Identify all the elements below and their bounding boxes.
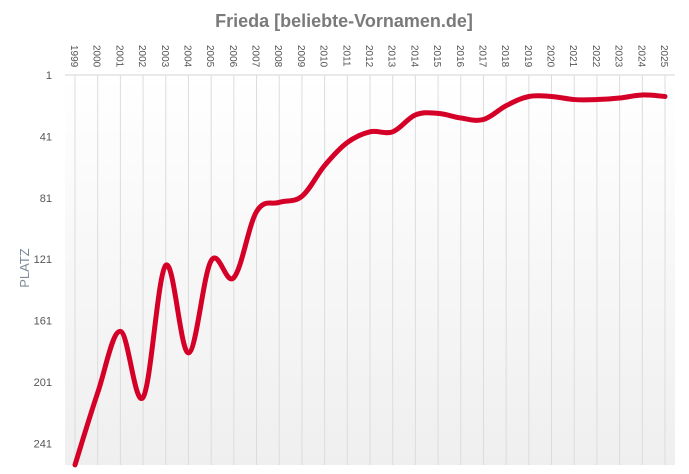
x-tick-label: 2006: [227, 45, 238, 68]
y-axis-label: PLATZ: [17, 248, 32, 288]
x-tick-label: 2003: [159, 45, 170, 68]
x-tick-label: 2023: [613, 45, 624, 68]
x-tick-label: 2008: [272, 45, 283, 68]
x-tick-label: 2017: [476, 45, 487, 68]
x-tick-label: 2016: [454, 45, 465, 68]
x-tick-label: 2007: [250, 45, 261, 68]
y-tick-label: 201: [34, 377, 52, 389]
x-tick-label: 2011: [340, 45, 351, 67]
x-tick-label: 2000: [91, 45, 102, 68]
x-tick-label: 2015: [431, 45, 442, 68]
x-tick-label: 2019: [522, 45, 533, 68]
x-tick-label: 2014: [408, 45, 419, 68]
x-tick-label: 2001: [113, 45, 124, 68]
x-tick-label: 2009: [295, 45, 306, 68]
x-tick-label: 2005: [204, 45, 215, 68]
x-tick-label: 2024: [635, 45, 646, 68]
x-tick-label: 2018: [499, 45, 510, 68]
series-line: [72, 92, 668, 468]
x-tick-label: 2025: [658, 45, 669, 68]
x-tick-label: 2022: [590, 45, 601, 68]
x-tick-label: 2020: [545, 45, 556, 68]
x-tick-label: 2012: [363, 45, 374, 68]
x-tick-label: 2013: [386, 45, 397, 68]
x-tick-label: 2002: [136, 45, 147, 68]
y-tick-label: 241: [34, 438, 52, 450]
x-tick-label: 2021: [567, 45, 578, 68]
y-tick-label: 121: [34, 254, 52, 266]
y-tick-label: 161: [34, 316, 52, 328]
y-tick-label: 41: [40, 131, 52, 143]
x-tick-label: 2010: [318, 45, 329, 68]
x-tick-label: 1999: [68, 45, 79, 68]
chart-title: Frieda [beliebte-Vornamen.de]: [215, 11, 473, 31]
y-tick-label: 1: [46, 70, 52, 82]
y-tick-label: 81: [40, 193, 52, 205]
x-tick-label: 2004: [181, 45, 192, 68]
